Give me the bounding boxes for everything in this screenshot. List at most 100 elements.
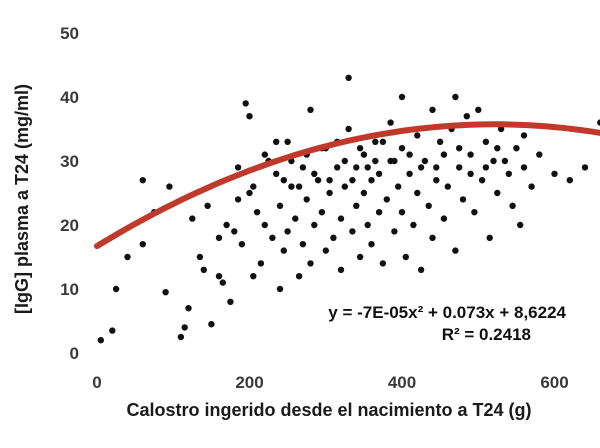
scatter-point: [414, 132, 421, 139]
scatter-point: [456, 164, 463, 171]
scatter-point: [314, 177, 322, 184]
scatter-point: [181, 324, 188, 331]
scatter-point: [391, 157, 398, 165]
scatter-point: [509, 202, 516, 209]
scatter-point: [311, 170, 318, 177]
scatter-point: [478, 177, 486, 184]
scatter-point: [356, 145, 364, 152]
y-tick-label: 10: [60, 280, 79, 299]
scatter-point: [402, 253, 409, 261]
scatter-point: [299, 241, 307, 248]
scatter-point: [353, 164, 360, 171]
scatter-point: [307, 260, 314, 267]
scatter-point: [440, 151, 448, 158]
scatter-point: [227, 298, 234, 305]
scatter-point: [494, 145, 501, 152]
scatter-point: [395, 183, 402, 190]
scatter-point: [429, 234, 436, 241]
x-ticks: 0 200 400 600: [92, 373, 568, 392]
scatter-point: [250, 183, 257, 190]
scatter-point: [387, 119, 394, 126]
scatter-point: [398, 93, 406, 101]
y-tick-label: 50: [60, 24, 79, 43]
scatter-point: [196, 253, 204, 261]
scatter-point: [406, 151, 413, 158]
scatter-point: [345, 74, 352, 82]
scatter-point: [452, 93, 459, 101]
scatter-point: [200, 266, 207, 273]
scatter-point: [215, 234, 223, 241]
scatter-point: [273, 138, 280, 145]
scatter-point: [520, 132, 528, 139]
scatter-point: [280, 247, 287, 254]
scatter-point: [566, 177, 573, 184]
scatter-point: [162, 289, 169, 296]
y-ticks: 0 10 20 30 40 50: [60, 24, 79, 363]
scatter-point: [364, 221, 371, 229]
scatter-point: [436, 138, 444, 145]
scatter-point: [307, 106, 314, 114]
scatter-point: [467, 151, 474, 158]
x-tick-label: 400: [388, 373, 416, 392]
r-squared-label: R² = 0.2418: [442, 325, 531, 344]
scatter-point: [417, 164, 425, 171]
scatter-point: [528, 183, 535, 190]
scatter-point: [406, 170, 413, 177]
scatter-point: [189, 215, 196, 222]
scatter-point: [482, 164, 490, 171]
scatter-point: [398, 209, 406, 216]
scatter-point: [326, 189, 333, 197]
scatter-point: [124, 253, 131, 261]
scatter-point: [112, 285, 120, 293]
scatter-point: [551, 170, 558, 177]
scatter-point: [280, 177, 287, 184]
x-axis-title: Calostro ingerido desde el nacimiento a …: [126, 400, 531, 420]
scatter-point: [375, 170, 383, 177]
scatter-point: [109, 327, 116, 334]
scatter-point: [253, 209, 261, 216]
scatter-point: [520, 164, 528, 171]
scatter-point: [360, 189, 368, 197]
scatter-point: [513, 145, 520, 152]
scatter-point: [505, 170, 512, 177]
trend-equation: y = -7E-05x² + 0.073x + 8,6224: [328, 303, 566, 322]
scatter-point: [410, 221, 417, 229]
scatter-point: [246, 113, 253, 120]
scatter-point: [517, 221, 524, 229]
x-tick-label: 600: [540, 373, 568, 392]
scatter-point: [433, 177, 440, 184]
scatter-point: [433, 164, 440, 171]
scatter-point: [330, 234, 337, 241]
scatter-point: [425, 202, 432, 209]
scatter-point: [261, 221, 268, 229]
scatter-point: [494, 189, 501, 197]
scatter-point: [360, 151, 368, 158]
scatter-point: [490, 157, 497, 165]
scatter-point: [459, 196, 467, 203]
scatter-point: [204, 202, 211, 209]
scatter-point: [341, 157, 348, 165]
scatter-point: [326, 177, 333, 184]
scatter-point: [356, 253, 364, 261]
scatter-point: [166, 183, 173, 190]
scatter-point: [497, 125, 505, 133]
scatter-point: [250, 273, 257, 280]
scatter-point: [353, 202, 360, 209]
scatter-point: [429, 106, 436, 114]
scatter-point: [482, 138, 490, 145]
scatter-point: [391, 228, 398, 235]
scatter-point: [276, 202, 284, 209]
scatter-point: [372, 157, 379, 165]
scatter-point: [368, 241, 375, 248]
scatter-point: [292, 215, 299, 222]
scatter-point: [334, 164, 341, 171]
scatter-point: [234, 164, 242, 171]
scatter-point: [471, 209, 478, 216]
scatter-point: [288, 183, 295, 190]
scatter-point: [337, 215, 345, 222]
x-tick-label: 200: [235, 373, 263, 392]
scatter-point: [284, 138, 291, 145]
scatter-point: [345, 125, 352, 133]
scatter-point: [208, 321, 215, 328]
